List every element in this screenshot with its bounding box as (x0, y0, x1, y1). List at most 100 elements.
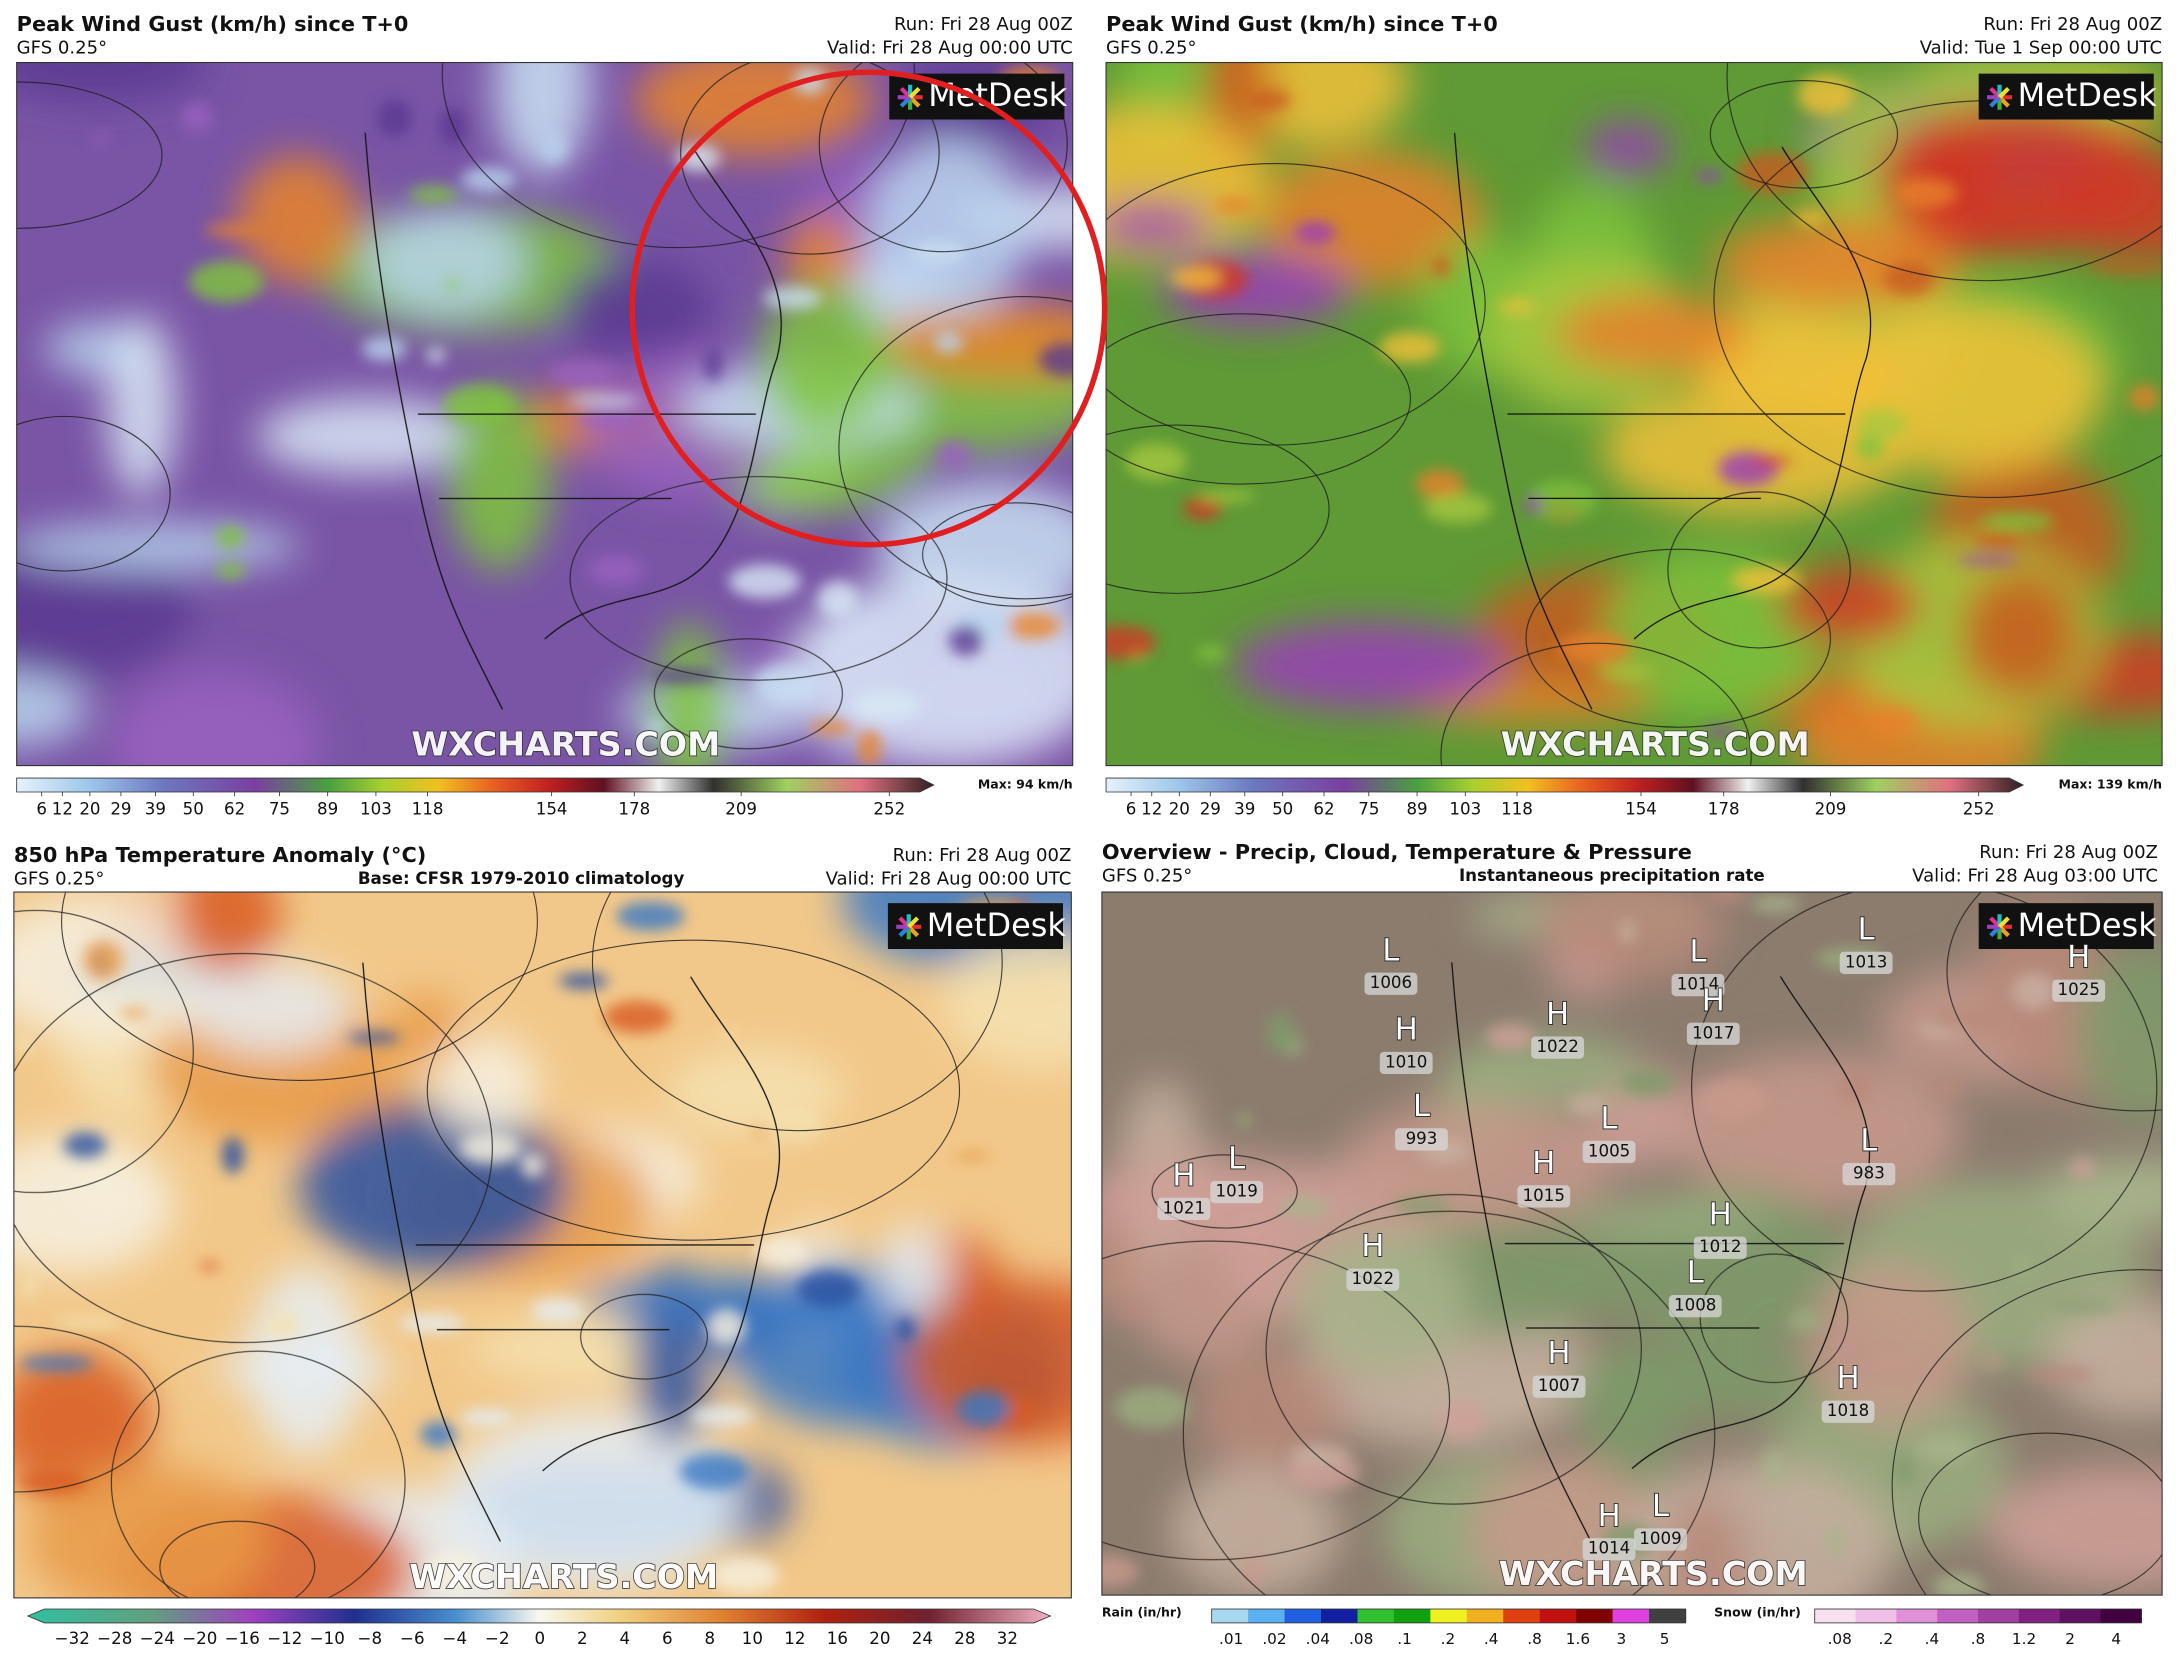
field-blob (16, 62, 209, 103)
field-detail-blob (1985, 1355, 2001, 1368)
field-blob (941, 931, 1072, 1070)
field-detail-blob (1837, 1069, 1873, 1105)
isobar (818, 62, 1068, 253)
field-blob (1564, 1197, 1775, 1240)
field-detail-blob (1933, 1572, 1985, 1596)
pressure-center-letter: H (2067, 940, 2090, 975)
colorbar-cell (1539, 1609, 1577, 1623)
field-detail-blob (377, 99, 412, 138)
field-detail-blob (1828, 1523, 1844, 1561)
field-detail-blob (1598, 665, 1654, 679)
isobar (16, 415, 171, 572)
map (13, 892, 1072, 1598)
colorbar-tick-label: −24 (140, 1629, 175, 1648)
field-detail-blob (953, 1151, 991, 1161)
model-label: GFS 0.25° (1102, 866, 1192, 887)
field-detail (1106, 73, 2163, 737)
model-label: GFS 0.25° (1106, 38, 1196, 59)
logo-ray (1998, 916, 2010, 929)
field-blob (1662, 1495, 1749, 1596)
field-detail-blob (817, 581, 859, 619)
colorbar-label: Snow (in/hr) (1714, 1605, 1801, 1620)
colorbar-tick-label: 3 (1616, 1630, 1626, 1648)
pressure-value-box (1379, 1051, 1433, 1075)
field-detail-blob (63, 1132, 107, 1158)
colorbar-tick-label: 154 (1625, 800, 1657, 819)
model-label: GFS 0.25° (14, 869, 104, 890)
isobar (1667, 491, 1851, 649)
field-detail-blob (1929, 1008, 2000, 1032)
pressure-center-letter: L (1601, 1101, 1618, 1136)
isobar (680, 62, 940, 255)
colorbar-tick-label: 154 (536, 800, 568, 819)
panel-title: Overview - Precip, Cloud, Temperature & … (1102, 840, 1692, 864)
watermark: WXCHARTS.COM (1499, 1554, 1808, 1593)
field-blob (1581, 1338, 1679, 1506)
map (16, 62, 1073, 766)
colorbar-tick-label: 6 (662, 1629, 673, 1648)
pressure-center-letter: H (1709, 1197, 1732, 1232)
field-blob (1959, 570, 2081, 699)
field-detail-blob (588, 555, 644, 585)
field-detail-blob (675, 144, 721, 172)
field-detail-blob (1236, 1112, 1252, 1128)
panel-title: Peak Wind Gust (km/h) since T+0 (1106, 12, 1498, 36)
pressure-value-box (1582, 1538, 1636, 1561)
watermark: WXCHARTS.COM (411, 725, 720, 764)
colorbar-tick-label: 32 (997, 1629, 1018, 1648)
pressure-value: 1005 (1588, 1141, 1630, 1160)
colorbar-tick-label: −28 (97, 1629, 132, 1648)
field-detail-blob (53, 1316, 121, 1330)
field-detail-blob (1265, 1012, 1297, 1053)
pressure-value-box (1364, 972, 1418, 995)
field-blob (364, 208, 526, 316)
valid-label: Valid: Fri 28 Aug 00:00 UTC (827, 38, 1073, 59)
field-blob (443, 1408, 743, 1591)
isobar (159, 1520, 316, 1598)
field-detail-blob (1926, 1076, 1962, 1099)
colorbar-cell (1814, 1609, 1857, 1623)
field-detail-blob (203, 224, 267, 236)
colorbar-tick-label: 12 (784, 1629, 805, 1648)
colorbar-cell (1896, 1609, 1938, 1623)
map (1101, 892, 2163, 1596)
field-blob (1555, 292, 1750, 372)
pressure-center-letter: H (1361, 1229, 1384, 1264)
field-blob (1232, 620, 1506, 711)
pressure-value: 1008 (1674, 1296, 1716, 1315)
colorbar-tick-label: 118 (1501, 800, 1533, 819)
map-frame (16, 61, 1074, 767)
field-detail-blob (1974, 532, 2024, 549)
pressure-value: 1006 (1370, 973, 1412, 992)
pressure-value: 1022 (1352, 1269, 1394, 1288)
colorbar-tick-label: 24 (912, 1629, 933, 1648)
colorbar-tick-label: 103 (1449, 800, 1481, 819)
colorbar-cell (1937, 1609, 1979, 1623)
logo-mark (897, 84, 923, 110)
pressure-value: 1019 (1215, 1182, 1257, 1201)
colorbar-tick-label: .08 (1828, 1630, 1852, 1648)
valid-label: Valid: Tue 1 Sep 00:00 UTC (1920, 38, 2162, 59)
field-detail-blob (1415, 469, 1465, 500)
field-detail-blob (189, 260, 264, 303)
field-detail-blob (1038, 342, 1073, 377)
field-blob (1258, 150, 1484, 289)
field-detail-blob (1527, 480, 1597, 521)
coastline (364, 132, 782, 710)
field-detail-blob (710, 1557, 780, 1593)
field-detail-blob (215, 525, 245, 549)
colorbar-label: Rain (in/hr) (1102, 1605, 1182, 1620)
field-blob (1195, 1350, 1344, 1473)
colorbar-tick-label: −12 (267, 1629, 302, 1648)
isobar (13, 953, 493, 1344)
field-detail-blob (763, 286, 822, 310)
field-detail-blob (1789, 1309, 1823, 1332)
field-detail-blob (120, 1008, 149, 1019)
pressure-value: 993 (1406, 1129, 1438, 1148)
colorbar-tick-label: 62 (224, 800, 245, 819)
colorbar-tick-label: 8 (705, 1629, 716, 1648)
field-detail-blob (1697, 1079, 1767, 1120)
colorbar-tick-label: 89 (1406, 800, 1427, 819)
isobar (922, 502, 1073, 607)
field-detail-blob (796, 1270, 860, 1308)
